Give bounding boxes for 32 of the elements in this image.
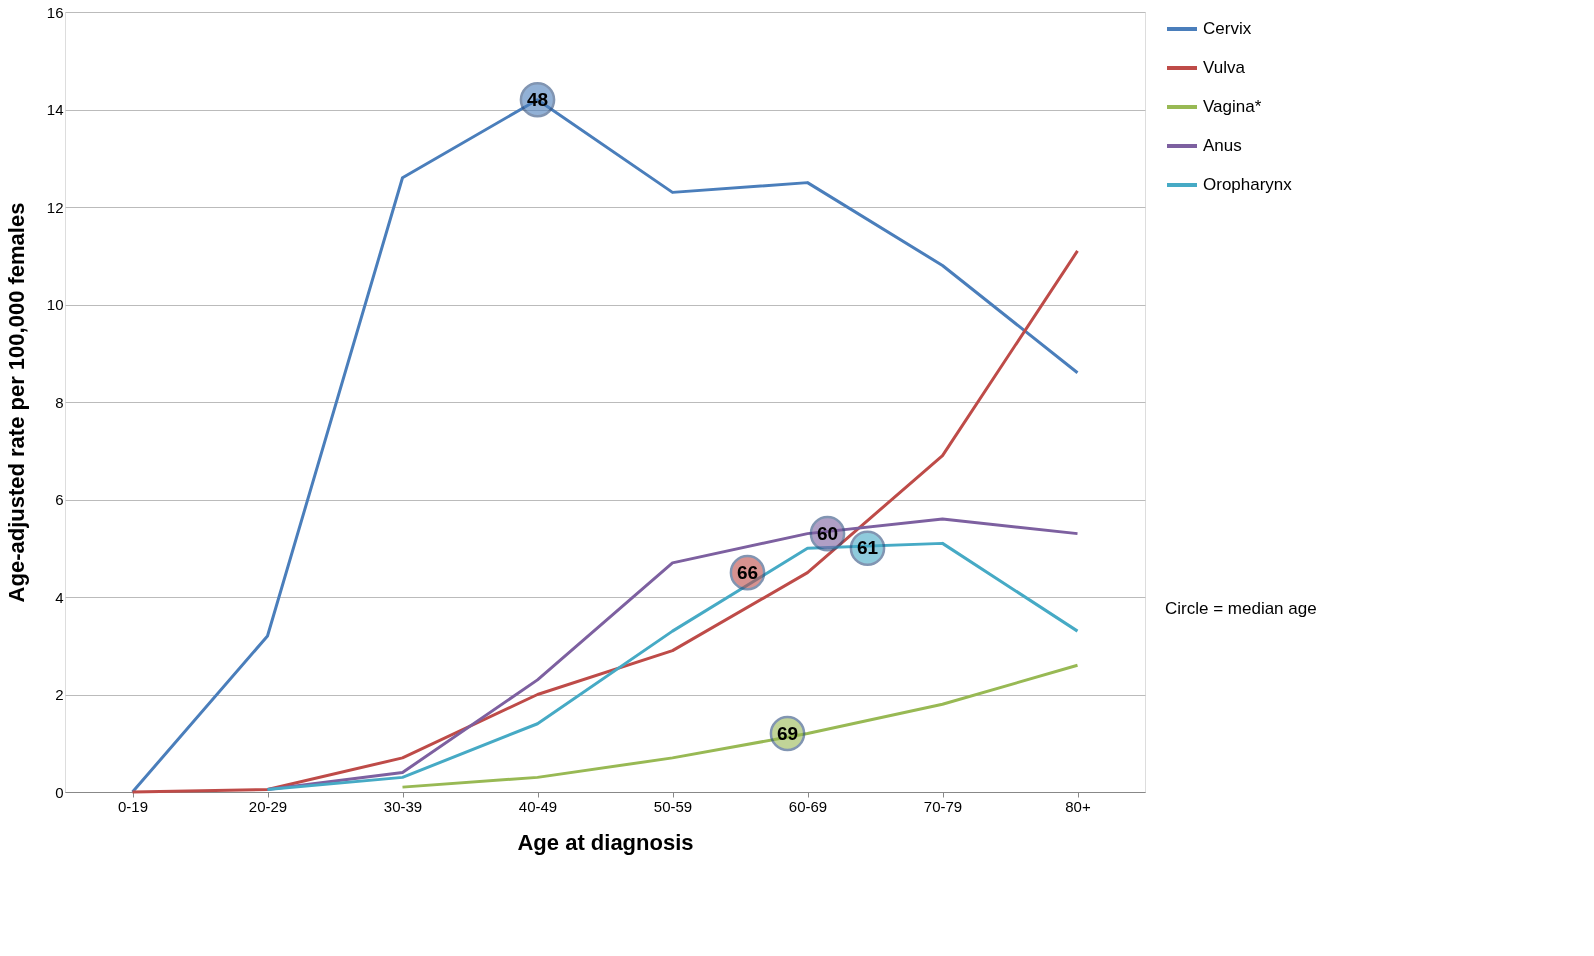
x-axis-title: Age at diagnosis [517, 829, 694, 855]
legend-label: Anus [1203, 136, 1242, 155]
y-tick-label: 4 [55, 588, 64, 606]
y-tick-label: 12 [46, 198, 64, 216]
y-tick-label: 0 [55, 783, 64, 801]
annotation: 60 [816, 522, 839, 544]
x-tick-label: 20-29 [248, 797, 288, 815]
y-tick-label: 2 [55, 686, 64, 703]
legend-label: Vagina* [1203, 97, 1262, 116]
line-series [401, 663, 1079, 789]
annotation: 61 [856, 537, 879, 559]
y-tick-label: 16 [46, 3, 64, 21]
y-tick-label: 6 [55, 491, 64, 508]
y-axis-title: Age-adjusted rate per 100,000 females [3, 202, 29, 603]
y-tick-label: 14 [46, 101, 64, 118]
annotation: 69 [776, 722, 799, 744]
x-tick-label: 0-19 [117, 797, 149, 815]
x-tick-label: 40-49 [518, 797, 558, 815]
x-tick-label: 80+ [1065, 797, 1091, 815]
x-tick-label: 30-39 [383, 797, 423, 815]
x-tick-label: 50-59 [653, 797, 693, 815]
y-tick-label: 10 [46, 296, 64, 313]
x-tick-label: 70-79 [923, 797, 963, 815]
x-tick-label: 60-69 [788, 797, 828, 815]
legend-label: Cervix [1203, 19, 1252, 38]
line-series [131, 249, 1079, 794]
text: Circle = median age [1165, 598, 1317, 618]
legend-label: Vulva [1203, 58, 1246, 77]
y-tick-label: 8 [55, 393, 64, 411]
legend-label: Oropharynx [1203, 175, 1293, 194]
annotation: 48 [526, 88, 549, 110]
annotation: 66 [736, 561, 759, 583]
